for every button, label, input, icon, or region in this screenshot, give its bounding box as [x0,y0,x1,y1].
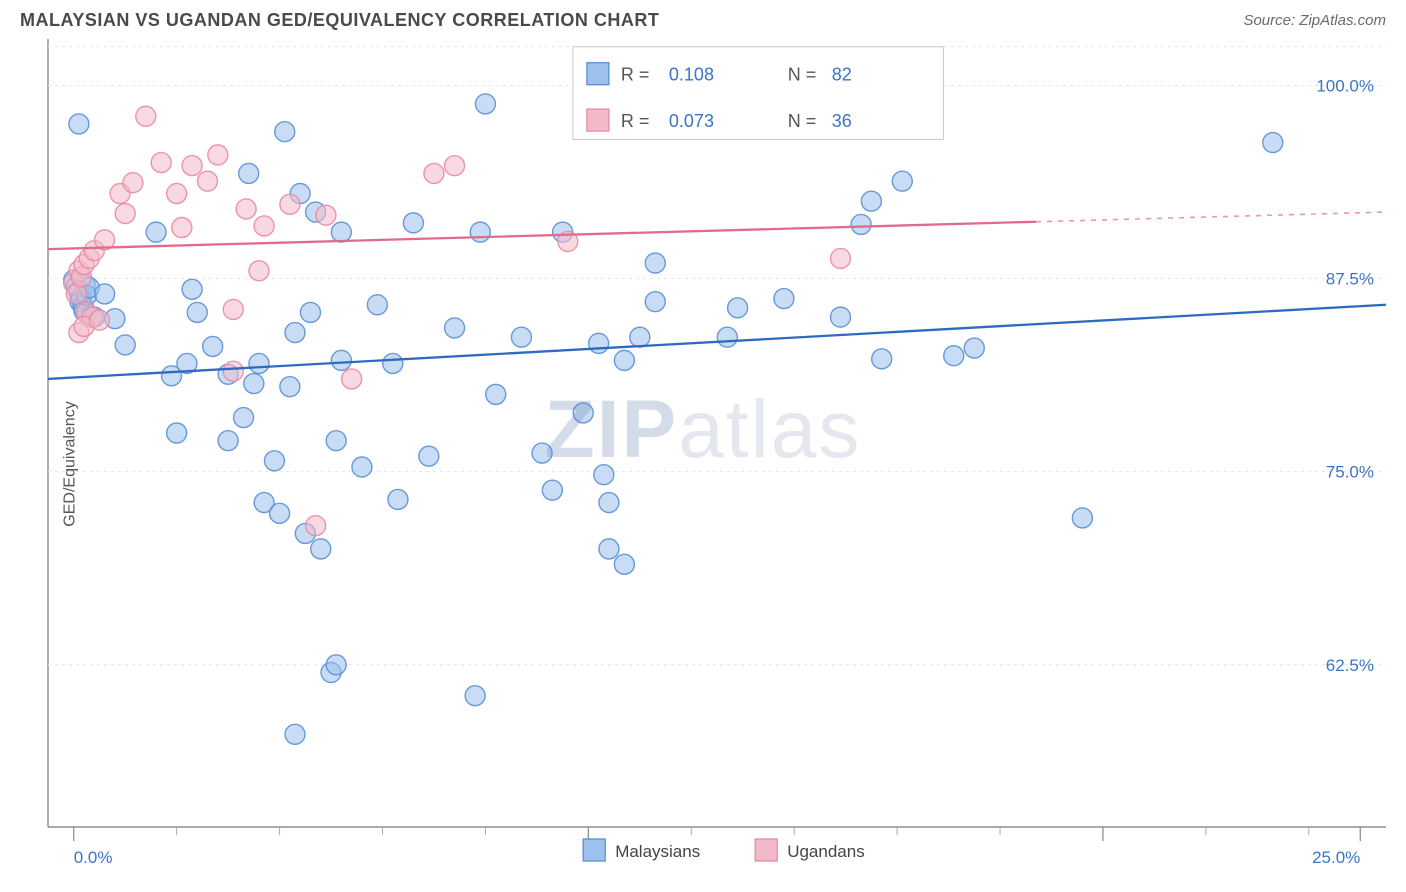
svg-text:0.108: 0.108 [669,65,714,85]
source-attribution: Source: ZipAtlas.com [1243,12,1386,29]
svg-text:75.0%: 75.0% [1326,463,1374,482]
svg-text:100.0%: 100.0% [1316,76,1374,95]
svg-text:Ugandans: Ugandans [787,842,865,861]
svg-text:N =: N = [788,111,817,131]
y-axis-label: GED/Equivalency [62,401,80,526]
svg-text:62.5%: 62.5% [1326,656,1374,675]
svg-text:0.073: 0.073 [669,111,714,131]
svg-text:N =: N = [788,65,817,85]
svg-text:0.0%: 0.0% [74,848,113,867]
svg-text:82: 82 [832,65,852,85]
svg-text:87.5%: 87.5% [1326,269,1374,288]
chart-title: MALAYSIAN VS UGANDAN GED/EQUIVALENCY COR… [20,10,659,31]
svg-text:25.0%: 25.0% [1312,848,1360,867]
chart-svg: 62.5% 75.0% 87.5% 100.0% 0.0% 25.0% R = 0.108 N … [0,39,1406,889]
svg-text:36: 36 [832,111,852,131]
svg-text:R =: R = [621,65,650,85]
svg-text:R =: R = [621,111,650,131]
svg-text:Malaysians: Malaysians [615,842,700,861]
plot-area: GED/Equivalency ZIPatlas 62.5%75.0%87.5%… [0,39,1406,889]
